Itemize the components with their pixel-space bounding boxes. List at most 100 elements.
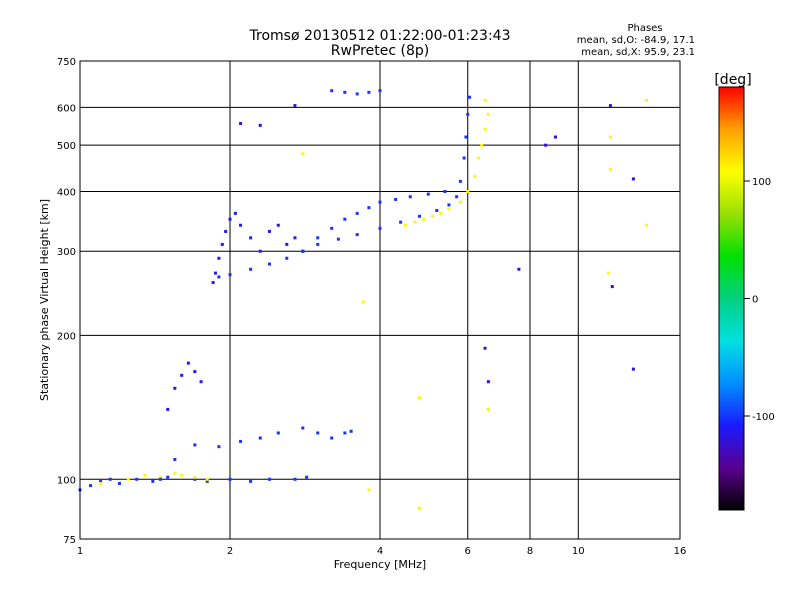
data-point [89, 484, 93, 488]
x-ticks: 1 2 4 6 8 10 16 [77, 546, 687, 557]
data-point [330, 226, 334, 230]
data-point [293, 104, 297, 108]
data-point [343, 90, 347, 94]
data-point [199, 380, 203, 384]
data-point [151, 479, 155, 483]
data-point [228, 217, 232, 221]
data-point [301, 152, 305, 156]
data-point [99, 481, 103, 485]
data-point [205, 479, 209, 483]
x-tick-label: 1 [77, 546, 83, 557]
data-point [205, 477, 209, 481]
data-point [135, 477, 139, 481]
data-point [458, 179, 462, 183]
data-point [435, 209, 439, 213]
data-point [443, 189, 447, 193]
data-point [483, 99, 487, 103]
x-tick-label: 16 [674, 546, 687, 557]
plot-frame [79, 60, 681, 540]
data-point [544, 143, 548, 147]
data-point [316, 431, 320, 435]
phase-stats-o: mean, sd,O: -84.9, 17.1 [577, 35, 695, 46]
y-axis-label: Stationary phase Virtual Height [km] [38, 199, 51, 401]
data-point [186, 361, 190, 365]
data-point [293, 477, 297, 481]
data-point [276, 431, 280, 435]
data-point [143, 473, 147, 477]
data-point [378, 200, 382, 204]
data-point [158, 475, 162, 479]
data-point [355, 211, 359, 215]
data-point [258, 436, 262, 440]
y-tick-label: 75 [63, 535, 76, 546]
data-point [466, 112, 470, 116]
chart-subtitle: RwPretec (8p) [331, 43, 429, 59]
chart-title: Tromsø 20130512 01:22:00-01:23:43 [249, 28, 511, 44]
data-point [610, 285, 614, 289]
data-point [220, 242, 224, 246]
data-point [301, 249, 305, 253]
data-point [631, 367, 635, 371]
colorbar-tick-label: 0 [752, 295, 758, 306]
data-point [166, 475, 170, 479]
data-point [336, 237, 340, 241]
data-point [408, 195, 412, 199]
data-point [108, 477, 112, 481]
data-point [413, 220, 417, 224]
data-point [267, 229, 271, 233]
data-point [608, 167, 612, 171]
data-point [455, 195, 459, 199]
data-point [267, 477, 271, 481]
data-point [193, 443, 197, 447]
data-point [239, 122, 243, 126]
data-point [126, 477, 130, 481]
data-point [644, 223, 648, 227]
data-point [464, 135, 468, 139]
data-point [483, 346, 487, 350]
y-tick-label: 400 [57, 187, 76, 198]
data-point [166, 407, 170, 411]
data-point [378, 226, 382, 230]
data-point [349, 429, 353, 433]
data-point [258, 123, 262, 127]
data-point [267, 262, 271, 266]
data-point [249, 236, 253, 240]
data-point [193, 370, 197, 374]
data-point [608, 104, 612, 108]
y-ticks: 75 100 200 300 400 500 600 750 [57, 57, 76, 546]
data-point [316, 242, 320, 246]
data-point [378, 89, 382, 93]
y-tick-label: 100 [57, 475, 76, 486]
data-point [276, 223, 280, 227]
colorbar-tick-label: -100 [752, 412, 775, 423]
data-point [483, 127, 487, 131]
y-tick-label: 300 [57, 247, 76, 258]
data-point [211, 281, 215, 285]
data-point [486, 112, 490, 116]
data-point [355, 92, 359, 96]
x-tick-label: 4 [377, 546, 383, 557]
data-point [355, 233, 359, 237]
data-point [517, 267, 521, 271]
data-point [473, 174, 477, 178]
data-point [217, 445, 221, 449]
data-point [417, 506, 421, 510]
x-tick-label: 10 [572, 546, 585, 557]
data-point [301, 426, 305, 430]
data-point [316, 236, 320, 240]
data-point [173, 471, 177, 475]
y-tick-label: 600 [57, 103, 76, 114]
data-point [217, 275, 221, 279]
data-point [343, 217, 347, 221]
y-tick-label: 200 [57, 331, 76, 342]
x-tick-label: 8 [527, 546, 533, 557]
data-point [228, 477, 232, 481]
data-point [431, 214, 435, 218]
data-point [486, 380, 490, 384]
data-point [394, 197, 398, 201]
data-point [447, 203, 451, 207]
data-point [426, 192, 430, 196]
phase-stats-heading: Phases [627, 23, 662, 34]
colorbar [718, 86, 745, 511]
